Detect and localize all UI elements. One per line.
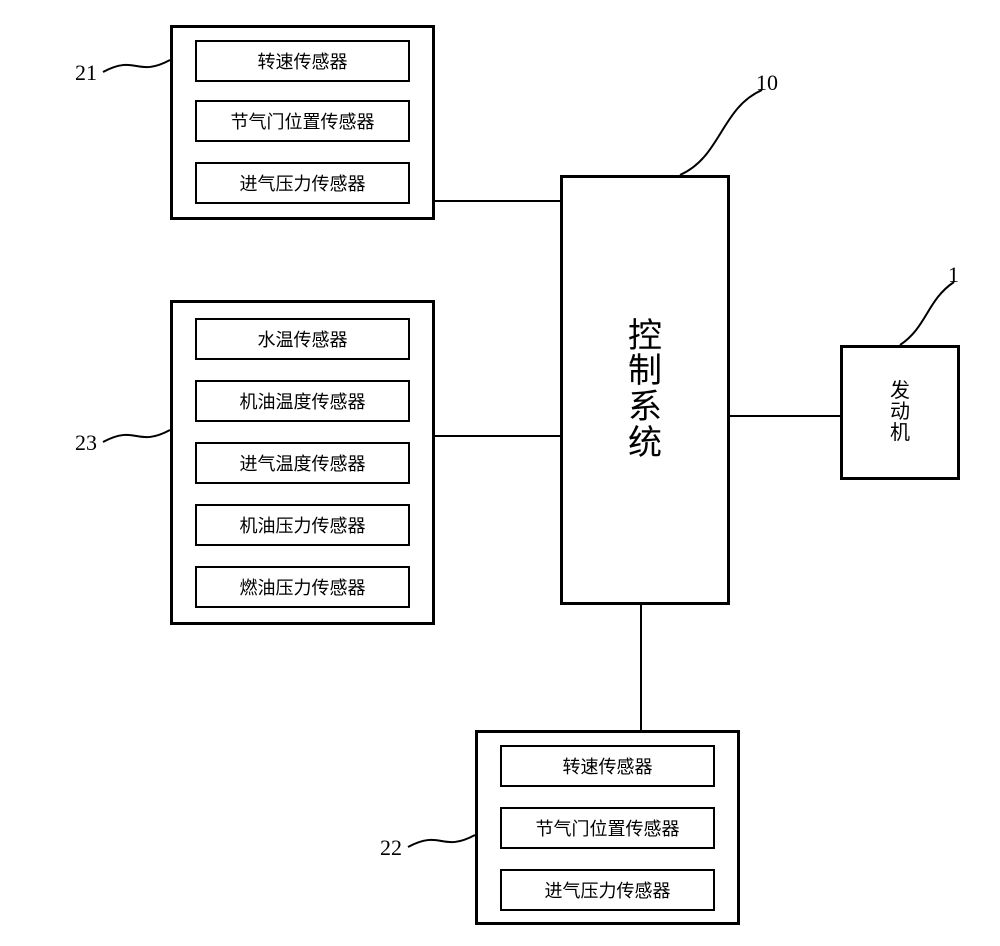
refnum-23: 23	[75, 430, 97, 456]
refnum-21: 21	[75, 60, 97, 86]
sensor-item: 转速传感器	[500, 745, 715, 787]
sensor-item: 进气压力传感器	[195, 162, 410, 204]
refnum-1: 1	[948, 262, 959, 288]
sensor-label: 机油温度传感器	[240, 388, 366, 414]
connector-line	[640, 605, 642, 730]
sensor-item: 节气门位置传感器	[195, 100, 410, 142]
diagram-canvas: 转速传感器 节气门位置传感器 进气压力传感器 水温传感器 机油温度传感器 进气温…	[0, 0, 1000, 946]
sensor-label: 节气门位置传感器	[536, 815, 680, 841]
sensor-label: 水温传感器	[258, 326, 348, 352]
sensor-item: 机油压力传感器	[195, 504, 410, 546]
connector-line	[435, 435, 560, 437]
sensor-item: 转速传感器	[195, 40, 410, 82]
sensor-label: 燃油压力传感器	[240, 574, 366, 600]
sensor-label: 转速传感器	[563, 753, 653, 779]
refnum-10: 10	[756, 70, 778, 96]
sensor-item: 机油温度传感器	[195, 380, 410, 422]
sensor-item: 进气压力传感器	[500, 869, 715, 911]
connector-line	[435, 200, 560, 202]
connector-line	[730, 415, 840, 417]
sensor-label: 转速传感器	[258, 48, 348, 74]
control-system-block: 控制系统	[560, 175, 730, 605]
sensor-label: 进气压力传感器	[240, 170, 366, 196]
sensor-label: 节气门位置传感器	[231, 108, 375, 134]
sensor-label: 机油压力传感器	[240, 512, 366, 538]
sensor-item: 燃油压力传感器	[195, 566, 410, 608]
engine-label: 发动机	[843, 348, 957, 477]
refnum-22: 22	[380, 835, 402, 861]
sensor-label: 进气温度传感器	[240, 450, 366, 476]
sensor-item: 节气门位置传感器	[500, 807, 715, 849]
engine-block: 发动机	[840, 345, 960, 480]
sensor-label: 进气压力传感器	[545, 877, 671, 903]
sensor-item: 进气温度传感器	[195, 442, 410, 484]
control-system-label: 控制系统	[563, 178, 727, 602]
sensor-item: 水温传感器	[195, 318, 410, 360]
